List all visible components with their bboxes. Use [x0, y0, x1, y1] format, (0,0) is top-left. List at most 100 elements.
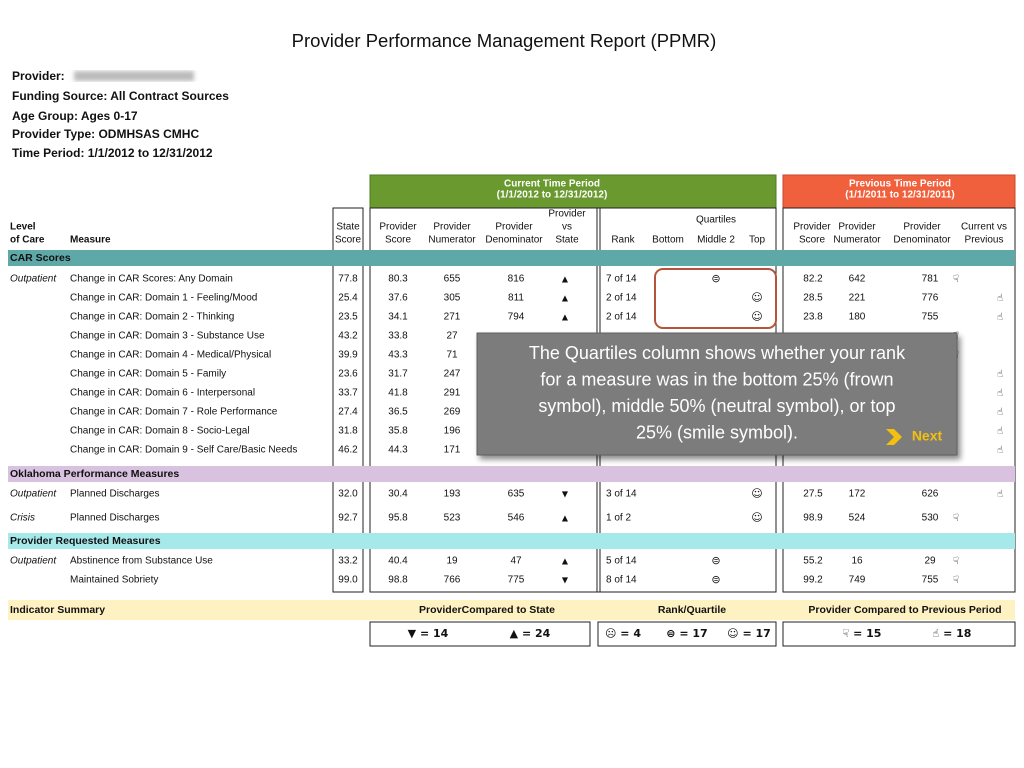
thumb-symbol: ☝	[997, 388, 1003, 399]
callout-text: 25% (smile symbol).	[636, 422, 798, 442]
cell-value: 43.3	[388, 350, 408, 361]
cell-value: 23.6	[338, 369, 358, 380]
cell-value: 33.8	[388, 331, 408, 342]
cell-value: 766	[444, 575, 461, 586]
summary-bar	[8, 600, 1015, 620]
measure-name: Planned Discharges	[70, 513, 160, 524]
cell-value: 27.5	[803, 489, 823, 500]
column-header: Provider	[379, 222, 417, 233]
trend-symbol: ▼	[562, 576, 569, 585]
quartile-symbol: ☺	[751, 291, 762, 304]
current-header-text: (1/1/2012 to 12/31/2012)	[497, 190, 608, 201]
callout-text: for a measure was in the bottom 25% (fro…	[540, 369, 893, 389]
column-header: Level	[10, 222, 36, 233]
cell-value: 71	[446, 350, 458, 361]
current-header-text: Current Time Period	[504, 179, 600, 190]
thumb-symbol: ☝	[997, 369, 1003, 380]
column-header: Provider	[903, 222, 941, 233]
column-header: Quartiles	[696, 215, 736, 226]
quartile-symbol: ⊜	[711, 272, 720, 285]
cell-value: 755	[922, 575, 939, 586]
cell-value: 811	[508, 293, 524, 304]
cell-value: 196	[444, 426, 461, 437]
column-header: Provider	[793, 222, 831, 233]
info-line: Time Period: 1/1/2012 to 12/31/2012	[12, 146, 213, 160]
column-header: Score	[385, 235, 412, 246]
column-header: Top	[749, 235, 766, 246]
measure-name: Change in CAR: Domain 1 - Feeling/Mood	[70, 293, 257, 304]
summary-header: ProviderCompared to State	[419, 604, 555, 616]
quartile-symbol: ☺	[751, 310, 762, 323]
cell-value: 180	[849, 312, 866, 323]
cell-value: 25.4	[338, 293, 358, 304]
thumb-symbol: ☟	[953, 556, 959, 567]
cell-value: 77.8	[338, 274, 358, 285]
column-header: Denominator	[485, 235, 543, 246]
current-period-header	[369, 174, 777, 209]
summary-count: ⊜ = 17	[666, 627, 707, 640]
cell-value: 635	[508, 489, 525, 500]
cell-value: 530	[922, 513, 939, 524]
cell-value: 32.0	[338, 489, 358, 500]
section-bar	[8, 250, 1015, 266]
cell-value: 98.9	[803, 513, 823, 524]
column-header: Numerator	[833, 235, 881, 246]
column-header: Current vs	[961, 222, 1007, 233]
thumb-symbol: ☟	[953, 575, 959, 586]
quartile-symbol: ☺	[751, 487, 762, 500]
cell-value: 33.7	[338, 388, 358, 399]
summary-count: ▼ = 14	[408, 627, 449, 640]
cell-value: 794	[508, 312, 525, 323]
measure-name: Change in CAR: Domain 5 - Family	[70, 369, 226, 380]
cell-value: 291	[444, 388, 461, 399]
cell-value: 171	[444, 445, 461, 456]
column-header: Score	[799, 235, 826, 246]
column-header: of Care	[10, 235, 45, 246]
callout-text: symbol), middle 50% (neutral symbol), or…	[538, 396, 895, 416]
cell-value: 626	[922, 489, 939, 500]
cell-value: 1 of 2	[606, 513, 631, 524]
cell-value: 29	[924, 556, 936, 567]
info-line: Provider:	[12, 69, 65, 83]
section-title: CAR Scores	[10, 252, 71, 264]
cell-value: 776	[922, 293, 939, 304]
column-header: Provider	[433, 222, 471, 233]
measure-name: Change in CAR: Domain 9 - Self Care/Basi…	[70, 445, 297, 456]
level-of-care: Crisis	[10, 513, 35, 524]
summary-count: ☹ = 4	[605, 627, 641, 640]
cell-value: 269	[444, 407, 461, 418]
summary-count: ☟ = 15	[843, 627, 882, 640]
cell-value: 5 of 14	[606, 556, 637, 567]
column-header: Provider	[548, 209, 586, 220]
measure-name: Change in CAR: Domain 6 - Interpersonal	[70, 388, 255, 399]
summary-count: ☝ = 18	[933, 627, 972, 640]
cell-value: 99.2	[803, 575, 823, 586]
callout-text: The Quartiles column shows whether your …	[529, 343, 906, 363]
cell-value: 27	[446, 331, 458, 342]
cell-value: 642	[849, 274, 866, 285]
column-header: State	[336, 222, 360, 233]
column-header: Provider	[838, 222, 876, 233]
cell-value: 655	[444, 274, 461, 285]
column-header: Provider	[495, 222, 533, 233]
thumb-symbol: ☝	[997, 489, 1003, 500]
cell-value: 23.8	[803, 312, 823, 323]
level-of-care: Outpatient	[10, 556, 57, 567]
cell-value: 781	[922, 274, 939, 285]
measure-name: Change in CAR: Domain 4 - Medical/Physic…	[70, 350, 271, 361]
info-line: Age Group: Ages 0-17	[12, 109, 138, 123]
cell-value: 816	[508, 274, 525, 285]
quartile-symbol: ⊜	[711, 573, 720, 586]
cell-value: 47	[510, 556, 522, 567]
redacted-provider	[74, 71, 194, 81]
summary-label: Indicator Summary	[10, 604, 105, 616]
cell-value: 193	[444, 489, 461, 500]
quartile-symbol: ⊜	[711, 554, 720, 567]
previous-header-text: Previous Time Period	[849, 179, 951, 190]
cell-value: 8 of 14	[606, 575, 637, 586]
cell-value: 41.8	[388, 388, 408, 399]
level-of-care: Outpatient	[10, 489, 57, 500]
measure-name: Abstinence from Substance Use	[70, 556, 213, 567]
measure-name: Change in CAR: Domain 7 - Role Performan…	[70, 407, 278, 418]
